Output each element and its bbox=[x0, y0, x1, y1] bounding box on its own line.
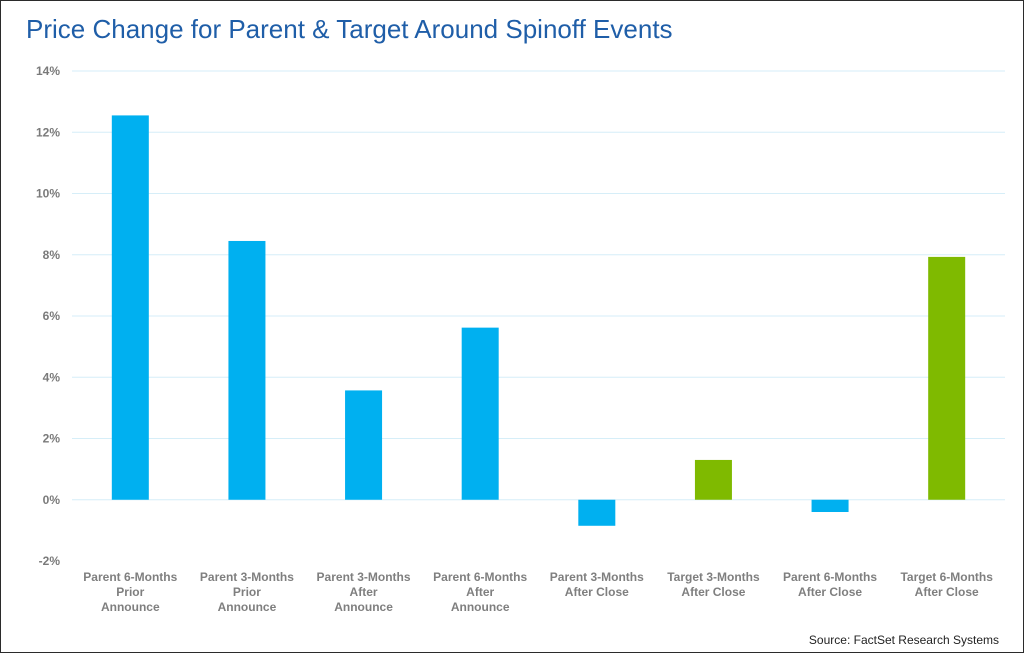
x-category-label-line: After Close bbox=[681, 585, 745, 599]
x-category-label: Parent 6-Months After Close bbox=[783, 570, 877, 599]
x-category-label: Parent 6-Months After Announce bbox=[433, 570, 527, 614]
x-category-label-line: After Close bbox=[915, 585, 979, 599]
x-category-label-line: Announce bbox=[101, 600, 160, 614]
y-tick-label: 4% bbox=[43, 370, 61, 384]
x-category-label-line: Prior bbox=[116, 585, 144, 599]
x-category-label-line: After bbox=[466, 585, 494, 599]
x-category-label-line: After bbox=[350, 585, 378, 599]
bar bbox=[111, 115, 149, 500]
x-category-label-line: After Close bbox=[565, 585, 629, 599]
x-category-label-line: Parent 3-Months bbox=[550, 570, 644, 584]
y-tick-label: 8% bbox=[43, 248, 61, 262]
y-tick-label: 6% bbox=[43, 309, 61, 323]
bar bbox=[345, 390, 383, 500]
chart-title: Price Change for Parent & Target Around … bbox=[26, 14, 673, 44]
x-category-label: Parent 3-Months After Close bbox=[550, 570, 644, 599]
bar bbox=[228, 240, 266, 500]
x-category-label-line: Parent 6-Months bbox=[433, 570, 527, 584]
x-category-label: Parent 6-Months Prior Announce bbox=[83, 570, 177, 614]
x-category-label-line: After Close bbox=[798, 585, 862, 599]
x-category-label-line: Parent 6-Months bbox=[83, 570, 177, 584]
x-category-label-line: Parent 3-Months bbox=[317, 570, 411, 584]
bar bbox=[461, 327, 499, 500]
x-category-label: Target 3-Months After Close bbox=[667, 570, 760, 599]
y-tick-label: 12% bbox=[36, 125, 60, 139]
x-category-label-line: Prior bbox=[233, 585, 261, 599]
x-category-label-line: Parent 6-Months bbox=[783, 570, 877, 584]
x-category-label: Target 6-Months After Close bbox=[900, 570, 993, 599]
bar bbox=[811, 499, 849, 512]
x-category-label-line: Target 3-Months bbox=[667, 570, 760, 584]
y-tick-label: -2% bbox=[39, 554, 61, 568]
x-category-label-line: Announce bbox=[451, 600, 510, 614]
x-category-label: Parent 3-Months Prior Announce bbox=[200, 570, 294, 614]
x-category-label-line: Announce bbox=[334, 600, 393, 614]
bar bbox=[578, 499, 616, 526]
y-tick-label: 10% bbox=[36, 187, 60, 201]
source-note: Source: FactSet Research Systems bbox=[808, 633, 999, 647]
x-category-label-line: Parent 3-Months bbox=[200, 570, 294, 584]
x-category-label-line: Announce bbox=[218, 600, 277, 614]
x-category-label: Parent 3-Months After Announce bbox=[317, 570, 411, 614]
x-category-label-line: Target 6-Months bbox=[900, 570, 993, 584]
y-tick-label: 0% bbox=[43, 493, 61, 507]
bar bbox=[694, 459, 732, 500]
y-tick-label: 14% bbox=[36, 64, 60, 78]
bar bbox=[928, 256, 966, 500]
y-tick-label: 2% bbox=[43, 432, 61, 446]
